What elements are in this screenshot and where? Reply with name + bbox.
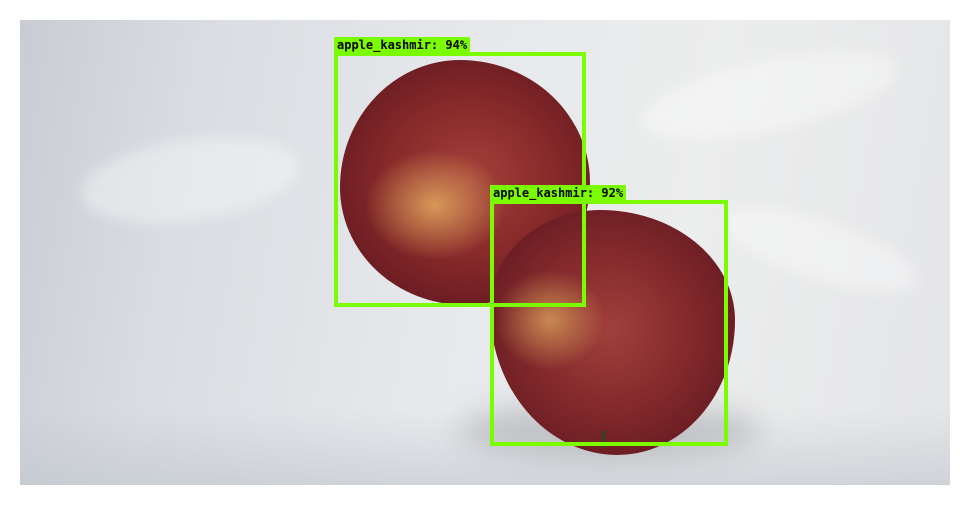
- detection-label: apple_kashmir: 94%: [334, 37, 471, 53]
- photo: [20, 20, 950, 485]
- fabric-highlight: [715, 190, 925, 310]
- detection-box: [334, 52, 586, 307]
- fabric-highlight: [635, 33, 905, 157]
- detection-label: apple_kashmir: 92%: [490, 185, 627, 201]
- floor-shadow: [20, 410, 950, 485]
- detection-box: [490, 200, 728, 446]
- apple-stem: [601, 430, 606, 448]
- fabric-highlight: [75, 125, 305, 235]
- apple-bottom: [490, 210, 735, 455]
